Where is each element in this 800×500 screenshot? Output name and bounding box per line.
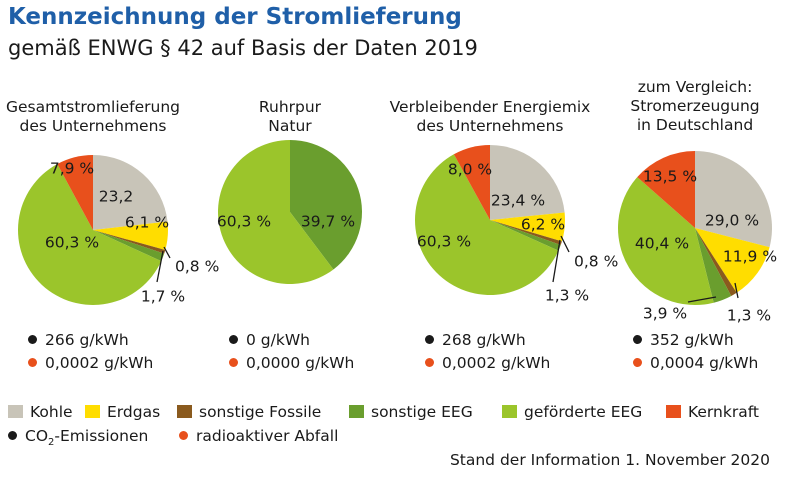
pie-4-slice-gefoerdert (617, 177, 714, 306)
pie-3-label-eeg: 1,3 % (545, 287, 589, 305)
pie-4-label-gefoerdert: 40,4 % (635, 235, 689, 253)
page-subtitle: gemäß ENWG § 42 auf Basis der Daten 2019 (8, 36, 478, 60)
legend-item-gefoerdert: geförderte EEG (502, 403, 642, 422)
chart-title-1: Gesamtstromlieferung des Unternehmens (5, 98, 181, 135)
legend-item-eeg: sonstige EEG (349, 403, 473, 422)
pie-1-slice-kohle (93, 155, 168, 230)
legend-item-kohle: Kohle (8, 403, 73, 422)
pie-4-leader-fossile (734, 282, 739, 299)
pie-3-slice-gefoerdert (414, 154, 559, 296)
chart-title-4: zum Vergleich: Stromerzeugung in Deutschla… (630, 78, 760, 134)
pie-1-slice-gefoerdert (18, 164, 162, 305)
waste-value-2: 0,0000 g/kWh (229, 354, 354, 373)
pie-2-label-gefoerdert: 60,3 % (217, 213, 271, 231)
pie-1-label-fossile: 0,8 % (175, 258, 219, 276)
legend-swatch-fossile (177, 405, 192, 418)
chart-title-2: Ruhrpur Natur (258, 98, 322, 135)
footer-date: Stand der Information 1. November 2020 (449, 451, 770, 469)
legend-swatch-erdgas (85, 405, 100, 418)
pie-3-label-fossile: 0,8 % (574, 253, 618, 271)
pie-4-slice-kernkraft (637, 151, 695, 228)
pie-1-label-eeg: 1,7 % (141, 288, 185, 306)
legend-item-co2: CO2-Emissionen (8, 427, 148, 452)
pie-1-leader-eeg (156, 250, 164, 283)
pie-4-label-eeg: 3,9 % (643, 305, 687, 323)
pie-1-label-kohle: 23,2 (99, 188, 134, 206)
legend-item-erdgas: Erdgas (85, 403, 160, 422)
pie-2-label-eeg: 39,7 % (301, 213, 355, 231)
pie-1-slice-fossile (93, 230, 166, 254)
pie-3-slice-kernkraft (453, 145, 490, 220)
pie-1-slice-kernkraft (57, 155, 93, 230)
pie-4-slice-erdgas (695, 228, 770, 293)
waste-value-3: 0,0002 g/kWh (425, 354, 550, 373)
legend-item-kernkraft: Kernkraft (666, 403, 759, 422)
pie-1-label-gefoerdert: 60,3 % (45, 234, 99, 252)
pie-4-label-kernkraft: 13,5 % (643, 168, 697, 186)
pie-4-label-kohle: 29,0 % (705, 212, 759, 230)
pie-3-slice-kohle (490, 145, 565, 220)
co2-value-3: 268 g/kWh (425, 331, 526, 350)
pie-4-slice-kohle (695, 151, 772, 248)
pie-3-leader-fossile (560, 235, 570, 253)
waste-value-1: 0,0002 g/kWh (28, 354, 153, 373)
legend-swatch-gefoerdert (502, 405, 517, 418)
pie-1-slice-eeg (93, 230, 165, 262)
pie-4-leader-eeg (687, 296, 717, 303)
legend-swatch-kernkraft (666, 405, 681, 418)
waste-value-4: 0,0004 g/kWh (633, 354, 758, 373)
pie-3-label-kohle: 23,4 % (491, 192, 545, 210)
pie-4-label-erdgas: 11,9 % (723, 248, 777, 266)
page-title: Kennzeichnung der Stromlieferung (8, 4, 462, 30)
pie-3-leader-eeg (552, 239, 561, 283)
co2-value-4: 352 g/kWh (633, 331, 734, 350)
legend-swatch-kohle (8, 405, 23, 418)
pie-3-slice-erdgas (490, 212, 565, 242)
pie-4-slice-eeg (695, 228, 732, 303)
pie-3-slice-fossile (490, 220, 562, 245)
pie-2-slice-eeg (290, 140, 362, 270)
co2-value-2: 0 g/kWh (229, 331, 310, 350)
pie-1-label-kernkraft: 7,9 % (50, 160, 94, 178)
pie-3-label-gefoerdert: 60,3 % (417, 233, 471, 251)
legend-item-abfall: radioaktiver Abfall (179, 427, 338, 446)
pie-1-leader-fossile (163, 246, 171, 259)
co2-value-1: 266 g/kWh (28, 331, 129, 350)
pie-1-label-erdgas: 6,1 % (125, 214, 169, 232)
legend-swatch-eeg (349, 405, 364, 418)
pie-3-label-kernkraft: 8,0 % (448, 161, 492, 179)
chart-title-3: Verbleibender Energiemix des Unternehmens (389, 98, 591, 135)
pie-3-slice-eeg (490, 220, 561, 251)
pie-4-slice-fossile (695, 228, 737, 296)
pie-2-slice-gefoerdert (217, 140, 334, 284)
pie-3-label-erdgas: 6,2 % (521, 216, 565, 234)
pie-charts: 23,2 6,1 % 0,8 % 1,7 % 60,3 % 7,9 % 39,7 % 60,3… (18, 140, 777, 325)
pie-1-slice-erdgas (93, 221, 168, 251)
pie-4-label-fossile: 1,3 % (727, 307, 771, 325)
legend-item-fossile: sonstige Fossile (177, 403, 321, 422)
